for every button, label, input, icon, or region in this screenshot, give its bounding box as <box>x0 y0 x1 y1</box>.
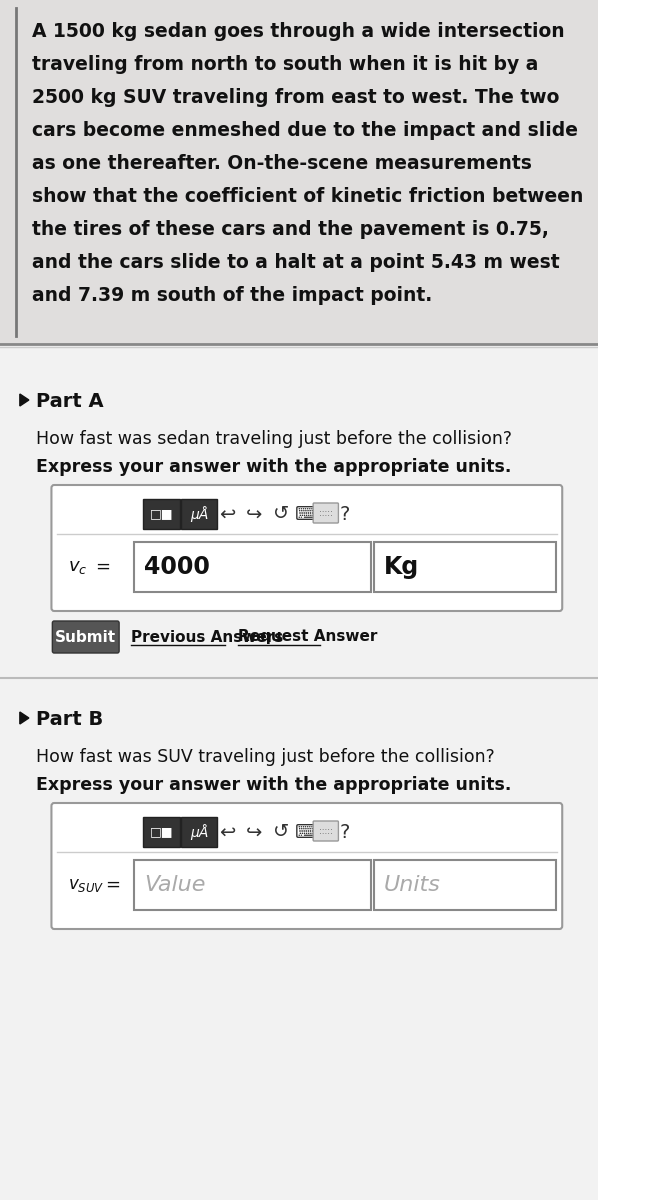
FancyBboxPatch shape <box>52 622 119 653</box>
FancyBboxPatch shape <box>52 485 562 611</box>
FancyBboxPatch shape <box>135 860 371 910</box>
Text: 4000: 4000 <box>145 554 210 578</box>
FancyBboxPatch shape <box>313 503 338 523</box>
Text: Previous Answers: Previous Answers <box>131 630 283 644</box>
Text: Units: Units <box>383 875 440 895</box>
FancyBboxPatch shape <box>182 817 217 847</box>
Text: ⌨: ⌨ <box>294 504 323 523</box>
Text: Value: Value <box>145 875 206 895</box>
Text: the tires of these cars and the pavement is 0.75,: the tires of these cars and the pavement… <box>32 220 548 239</box>
FancyBboxPatch shape <box>52 803 562 929</box>
Text: ↩: ↩ <box>219 504 235 523</box>
FancyBboxPatch shape <box>143 817 180 847</box>
Text: :::::: ::::: <box>319 827 333 835</box>
Text: =: = <box>105 876 121 894</box>
Text: $v_c$: $v_c$ <box>68 558 87 576</box>
Text: ?: ? <box>339 822 350 841</box>
Text: Part B: Part B <box>36 710 103 728</box>
Text: 2500 kg SUV traveling from east to west. The two: 2500 kg SUV traveling from east to west.… <box>32 88 559 107</box>
Polygon shape <box>20 394 29 406</box>
Polygon shape <box>20 712 29 724</box>
Text: Submit: Submit <box>55 630 116 644</box>
Text: show that the coefficient of kinetic friction between: show that the coefficient of kinetic fri… <box>32 187 583 206</box>
Text: How fast was SUV traveling just before the collision?: How fast was SUV traveling just before t… <box>36 748 495 766</box>
Text: □■: □■ <box>150 826 173 839</box>
Text: ?: ? <box>339 504 350 523</box>
Text: Request Answer: Request Answer <box>238 630 378 644</box>
Text: μÅ: μÅ <box>190 824 209 840</box>
Text: :::::: ::::: <box>319 509 333 517</box>
FancyBboxPatch shape <box>374 542 556 592</box>
Text: traveling from north to south when it is hit by a: traveling from north to south when it is… <box>32 55 538 74</box>
Text: ⌨: ⌨ <box>294 822 323 841</box>
Text: Kg: Kg <box>383 554 419 578</box>
FancyBboxPatch shape <box>0 346 598 1200</box>
Text: and the cars slide to a halt at a point 5.43 m west: and the cars slide to a halt at a point … <box>32 253 559 272</box>
Text: Express your answer with the appropriate units.: Express your answer with the appropriate… <box>36 776 511 794</box>
Text: Express your answer with the appropriate units.: Express your answer with the appropriate… <box>36 458 511 476</box>
FancyBboxPatch shape <box>182 499 217 529</box>
Text: ↩: ↩ <box>219 822 235 841</box>
FancyBboxPatch shape <box>374 860 556 910</box>
Text: $v_{SUV}$: $v_{SUV}$ <box>68 876 104 894</box>
FancyBboxPatch shape <box>0 0 598 346</box>
Text: cars become enmeshed due to the impact and slide: cars become enmeshed due to the impact a… <box>32 121 577 140</box>
FancyBboxPatch shape <box>135 542 371 592</box>
Text: A 1500 kg sedan goes through a wide intersection: A 1500 kg sedan goes through a wide inte… <box>32 22 564 41</box>
Text: ↪: ↪ <box>246 504 263 523</box>
FancyBboxPatch shape <box>313 821 338 841</box>
Text: ↺: ↺ <box>273 504 290 523</box>
Text: and 7.39 m south of the impact point.: and 7.39 m south of the impact point. <box>32 286 432 305</box>
Text: ↺: ↺ <box>273 822 290 841</box>
Text: as one thereafter. On-the-scene measurements: as one thereafter. On-the-scene measurem… <box>32 154 532 173</box>
Text: Part A: Part A <box>36 392 103 410</box>
Text: μÅ: μÅ <box>190 506 209 522</box>
FancyBboxPatch shape <box>143 499 180 529</box>
Text: =: = <box>95 558 110 576</box>
Text: □■: □■ <box>150 508 173 521</box>
Text: ↪: ↪ <box>246 822 263 841</box>
Text: How fast was sedan traveling just before the collision?: How fast was sedan traveling just before… <box>36 430 512 448</box>
